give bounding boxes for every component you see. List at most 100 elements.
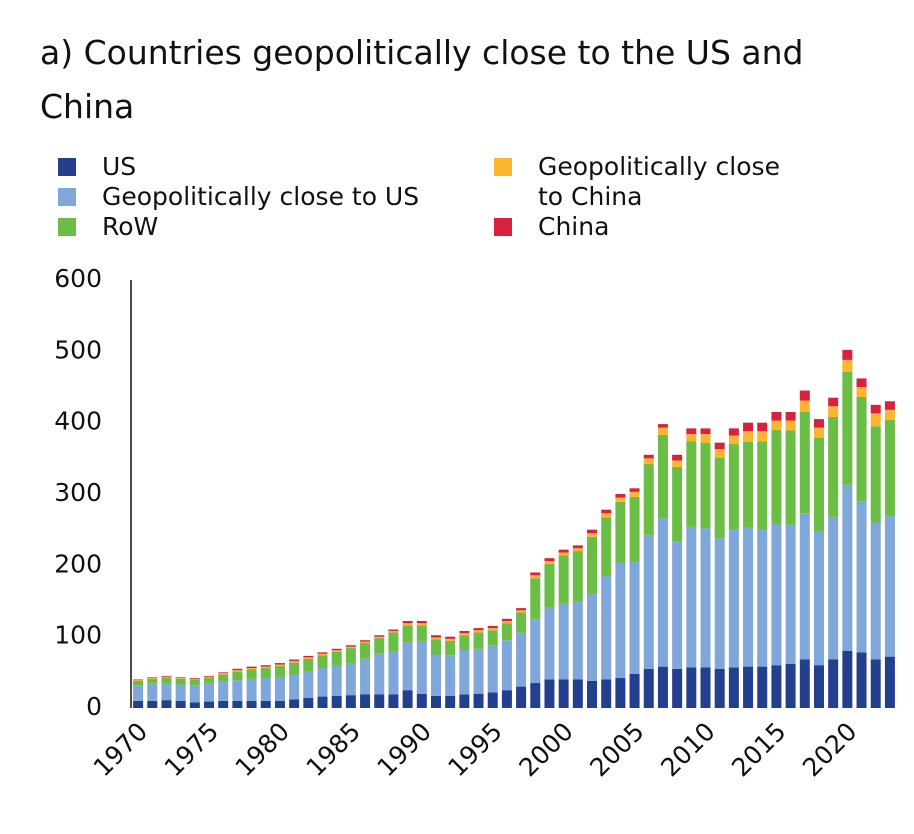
bar-segment: [615, 501, 626, 563]
bar-segment: [204, 677, 215, 684]
bar-segment: [842, 359, 853, 373]
bar-segment: [289, 660, 300, 663]
bar-segment: [289, 659, 300, 661]
bar-segment: [629, 496, 640, 562]
bar-segment: [317, 653, 328, 656]
bar-segment: [558, 603, 569, 680]
bar-segment: [331, 695, 342, 708]
bar-segment: [785, 430, 796, 525]
bar-segment: [516, 608, 527, 611]
x-tick-label: 1990: [371, 717, 436, 782]
bar-segment: [870, 659, 881, 708]
bar-segment: [147, 678, 158, 679]
bar-segment: [643, 454, 654, 459]
legend-swatch: [494, 158, 512, 176]
bar-segment: [204, 675, 215, 677]
bar-segment: [572, 551, 583, 601]
bar-segment: [459, 630, 470, 634]
bar-segment: [601, 517, 612, 577]
bar-segment: [799, 390, 810, 401]
bar-segment: [714, 457, 725, 539]
bar-segment: [657, 518, 668, 667]
bar-segment: [771, 523, 782, 666]
x-tick-label: 2020: [797, 717, 862, 782]
bar-segment: [572, 679, 583, 708]
bar-segment: [430, 695, 441, 708]
bar-segment: [629, 491, 640, 497]
bar-segment: [416, 620, 427, 624]
bar-segment: [728, 667, 739, 708]
bar-segment: [473, 628, 484, 631]
bar-segment: [473, 648, 484, 694]
x-tick-label: 2005: [584, 717, 649, 782]
bar-segment: [459, 633, 470, 636]
bar-segment: [204, 683, 215, 702]
bar-segment: [870, 404, 881, 414]
bar-segment: [374, 653, 385, 695]
bar-segment: [260, 668, 271, 679]
bar-segment: [558, 679, 569, 708]
bar-segment: [473, 693, 484, 708]
bar-segment: [714, 538, 725, 669]
bar-segment: [728, 428, 739, 436]
legend-item: US: [58, 152, 136, 182]
bar-segment: [785, 663, 796, 708]
bar-segment: [771, 429, 782, 524]
bar-segment: [416, 625, 427, 641]
bar-segment: [501, 640, 512, 691]
bar-segment: [615, 494, 626, 498]
bar-segment: [189, 678, 200, 679]
bar-segment: [700, 434, 711, 443]
bar-segment: [133, 685, 144, 701]
bar-segment: [360, 694, 371, 708]
y-tick-label: 500: [54, 335, 102, 364]
bar-segment: [856, 378, 867, 387]
bar-segment: [232, 671, 243, 681]
bar-segment: [246, 666, 257, 669]
x-tick-label: 1985: [301, 717, 366, 782]
bar-segment: [317, 652, 328, 654]
bar-segment: [530, 572, 541, 576]
bar-segment: [289, 674, 300, 700]
bar-segment: [232, 700, 243, 708]
bar-segment: [714, 668, 725, 708]
bar-segment: [828, 397, 839, 407]
bar-segment: [473, 630, 484, 633]
x-tick-label: 2015: [726, 717, 791, 782]
bar-segment: [842, 484, 853, 651]
bar-segment: [743, 431, 754, 442]
bar-segment: [601, 679, 612, 708]
bar-segment: [813, 419, 824, 428]
bar-segment: [175, 677, 186, 679]
bar-segment: [700, 428, 711, 435]
bar-segment: [345, 645, 356, 647]
bar-segment: [884, 419, 895, 517]
bar-segment: [842, 349, 853, 360]
bar-segment: [501, 618, 512, 621]
bar-segment: [402, 642, 413, 691]
legend-label: China: [538, 212, 610, 241]
bar-segment: [161, 683, 172, 701]
bar-segment: [133, 680, 144, 681]
bar-segment: [430, 637, 441, 640]
bar-segment: [459, 694, 470, 708]
legend-item: Geopolitically close to China: [494, 152, 794, 212]
bar-segment: [360, 641, 371, 644]
bar-segment: [402, 623, 413, 626]
bar-segment: [303, 658, 314, 672]
bar-segment: [587, 533, 598, 537]
bar-segment: [728, 529, 739, 668]
bar-segment: [516, 686, 527, 708]
bar-segment: [884, 516, 895, 657]
bar-segment: [799, 513, 810, 660]
bar-segment: [147, 678, 158, 684]
bar-segment: [700, 667, 711, 708]
bar-segment: [884, 409, 895, 420]
bar-segment: [133, 679, 144, 681]
legend-swatch: [58, 158, 76, 176]
bar-segment: [643, 668, 654, 708]
x-tick-label: 2010: [655, 717, 720, 782]
bar-segment: [388, 650, 399, 695]
bar-segment: [218, 672, 229, 674]
bar-segment: [530, 578, 541, 619]
